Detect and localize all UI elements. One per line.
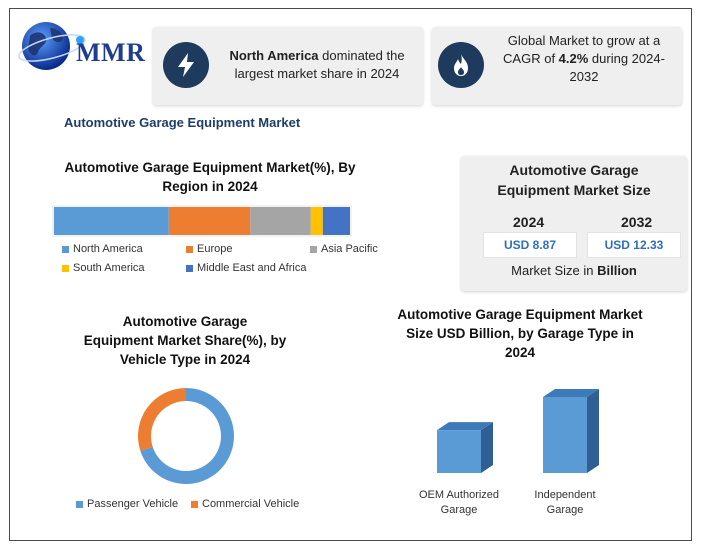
year-2032: 2032	[621, 214, 653, 230]
bar-segment-europe	[168, 207, 251, 235]
legend-swatch	[62, 264, 69, 272]
legend-label: Commercial Vehicle	[202, 498, 300, 510]
vehicle-title-line2: Equipment Market Share(%), by	[83, 333, 287, 348]
legend-swatch	[186, 264, 193, 272]
logo-text: MMR	[76, 38, 146, 67]
size-foot-pre: Market Size in	[511, 263, 598, 278]
region-title-line2: Region in 2024	[162, 179, 258, 194]
north-america-rest: dominated the	[318, 48, 405, 63]
column-side-oem-authorized-garage	[481, 422, 493, 473]
north-america-bold: North America	[229, 48, 319, 63]
column-top-oem-authorized-garage	[437, 422, 493, 431]
legend-label: North America	[73, 243, 143, 255]
garage-title-line1: Automotive Garage Equipment Market	[397, 307, 643, 322]
vehicle-title-line3: Vehicle Type in 2024	[119, 352, 251, 367]
cagr-pre: CAGR of	[503, 51, 559, 66]
region-stacked-bar-chart	[52, 205, 352, 237]
value-2024: USD 8.87	[483, 232, 577, 258]
market-subtitle: Automotive Garage Equipment Market	[64, 115, 301, 130]
column-side-independent-garage	[587, 389, 599, 473]
column-label-oem-authorized-garage: OEM Authorized Garage	[418, 489, 500, 516]
vehicle-chart-title: Automotive Garage Equipment Market Share…	[60, 312, 310, 369]
year-2024: 2024	[513, 214, 545, 230]
bar-segment-asia-pacific	[250, 207, 311, 235]
cagr-value: 4.2%	[558, 51, 589, 66]
legend-item-middle-east-and-africa: Middle East and Africa	[186, 262, 306, 274]
cagr-text: Global Market to grow at a CAGR of 4.2% …	[490, 32, 678, 86]
legend-item-north-america: North America	[62, 243, 143, 255]
legend-swatch	[186, 245, 193, 253]
value-2032: USD 12.33	[587, 232, 681, 258]
legend-item-passenger-vehicle: Passenger Vehicle	[76, 498, 178, 510]
size-title-line1: Automotive Garage	[509, 162, 639, 178]
north-america-line2: largest market share in 2024	[234, 66, 400, 81]
bar-segment-middle-east-and-africa	[322, 207, 350, 235]
bar-segment-north-america	[54, 207, 169, 235]
cagr-post: during 2024-2032	[569, 51, 665, 84]
size-foot-bold: Billion	[597, 263, 637, 278]
legend-item-commercial-vehicle: Commercial Vehicle	[191, 498, 299, 510]
region-title-line1: Automotive Garage Equipment Market(%), B…	[64, 160, 356, 175]
market-size-title: Automotive Garage Equipment Market Size	[461, 160, 687, 200]
garage-title-line3: 2024	[504, 345, 536, 360]
garage-3d-column-chart	[437, 389, 599, 473]
column-oem-authorized-garage	[437, 430, 481, 473]
lightning-icon	[163, 42, 209, 88]
legend-label: Passenger Vehicle	[87, 498, 179, 510]
legend-swatch	[62, 245, 69, 253]
garage-title-line2: Size USD Billion, by Garage Type in	[406, 326, 634, 341]
market-size-unit: Market Size in Billion	[461, 263, 687, 278]
legend-label: South America	[73, 262, 145, 274]
vehicle-title-line1: Automotive Garage	[122, 314, 248, 329]
legend-label: Europe	[197, 243, 233, 255]
market-size-card: Automotive Garage Equipment Market Size …	[461, 156, 687, 291]
north-america-card: North America dominated the largest mark…	[153, 27, 423, 105]
column-top-independent-garage	[543, 389, 599, 397]
north-america-text: North America dominated the largest mark…	[217, 47, 417, 83]
column-independent-garage	[543, 397, 587, 473]
donut-slice-commercial-vehicle	[138, 388, 186, 451]
legend-swatch	[191, 500, 198, 508]
legend-label: Middle East and Africa	[197, 262, 307, 274]
garage-chart-title: Automotive Garage Equipment Market Size …	[380, 305, 660, 362]
vehicle-donut-chart	[138, 388, 234, 484]
legend-item-europe: Europe	[186, 243, 232, 255]
bar-segment-south-america	[310, 207, 323, 235]
region-chart-title: Automotive Garage Equipment Market(%), B…	[40, 158, 380, 196]
column-label-independent-garage: Independent Garage	[534, 489, 596, 516]
cagr-line1: Global Market to grow at a	[507, 33, 661, 48]
legend-swatch	[310, 245, 317, 253]
legend-label: Asia Pacific	[321, 243, 378, 255]
legend-swatch	[76, 500, 83, 508]
cagr-card: Global Market to grow at a CAGR of 4.2% …	[432, 27, 682, 105]
globe-icon	[18, 22, 86, 70]
size-title-line2: Equipment Market Size	[497, 182, 651, 198]
legend-item-south-america: South America	[62, 262, 145, 274]
legend-item-asia-pacific: Asia Pacific	[310, 243, 378, 255]
flame-icon	[438, 42, 484, 88]
